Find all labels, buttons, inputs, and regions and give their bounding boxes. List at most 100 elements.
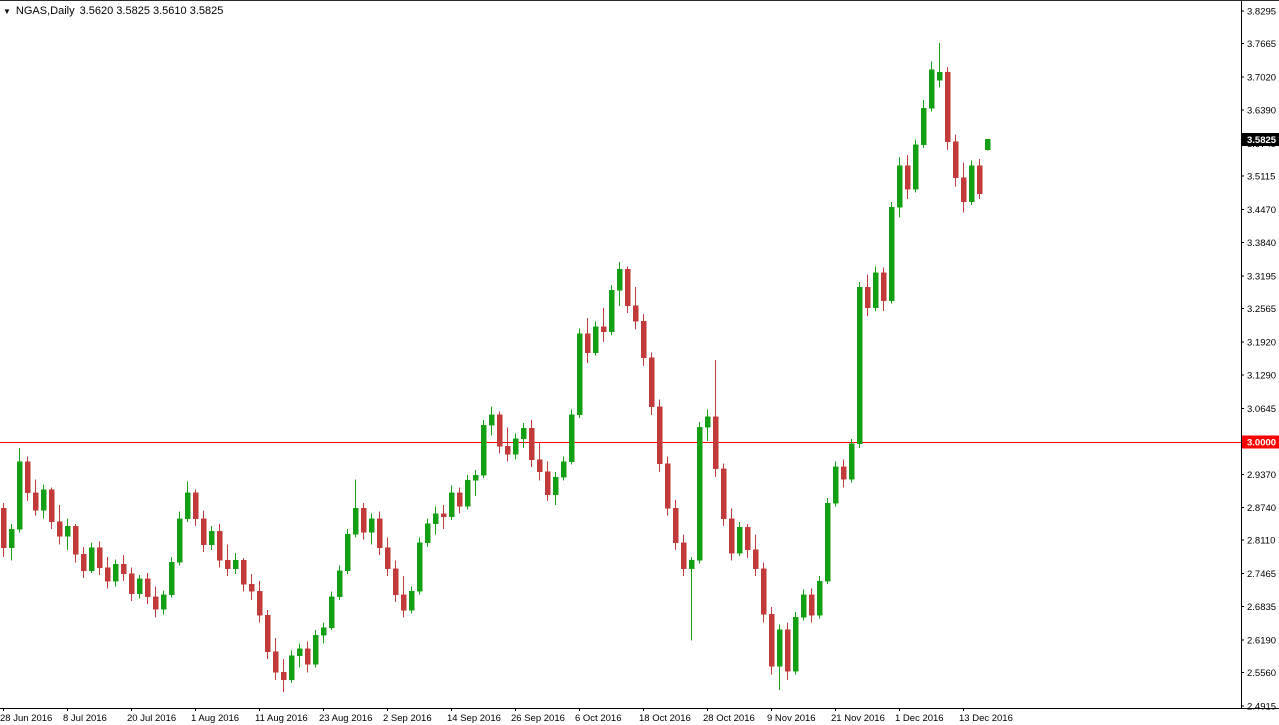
x-axis-label: 28 Oct 2016: [703, 713, 755, 724]
level-price-badge: 3.0000: [1242, 435, 1279, 449]
bear-candle: [720, 463, 727, 527]
x-axis-label: 1 Dec 2016: [895, 713, 944, 724]
bull-candle: [16, 448, 23, 533]
bear-candle: [72, 523, 79, 563]
bull-candle: [160, 590, 167, 615]
x-axis-label: 26 Sep 2016: [511, 713, 565, 724]
bear-candle: [960, 162, 967, 213]
bear-candle: [864, 274, 871, 317]
bull-candle: [312, 629, 319, 668]
svg-text:3.0000: 3.0000: [1247, 437, 1276, 448]
bear-candle: [584, 318, 591, 363]
bull-candle: [816, 575, 823, 619]
bull-candle: [184, 481, 191, 522]
bull-candle: [232, 553, 239, 574]
bull-candle: [848, 438, 855, 483]
y-axis-label: 2.8110: [1247, 536, 1275, 547]
bear-candle: [784, 622, 791, 680]
bull-candle: [520, 423, 527, 449]
bull-candle: [872, 266, 879, 311]
bull-candle: [416, 537, 423, 595]
x-axis-label: 13 Dec 2016: [959, 713, 1013, 724]
bull-candle: [896, 157, 903, 218]
bear-candle: [304, 641, 311, 673]
bear-candle: [672, 500, 679, 550]
bear-candle: [440, 505, 447, 530]
bear-candle: [192, 489, 199, 527]
bull-candle: [832, 461, 839, 507]
bull-candle: [8, 523, 15, 561]
x-axis-label: 18 Oct 2016: [639, 713, 691, 724]
bear-candle: [752, 534, 759, 576]
bull-candle: [920, 100, 927, 148]
bull-candle: [512, 433, 519, 460]
bear-candle: [880, 267, 887, 311]
bull-candle: [432, 506, 439, 535]
bull-candle: [296, 643, 303, 668]
bear-candle: [128, 567, 135, 601]
bear-candle: [264, 610, 271, 659]
bull-candle: [984, 139, 991, 151]
bull-candle: [592, 321, 599, 356]
bear-candle: [104, 557, 111, 589]
bull-candle: [800, 589, 807, 621]
bull-candle: [64, 518, 71, 550]
bull-candle: [696, 422, 703, 564]
bull-candle: [472, 469, 479, 496]
bull-candle: [704, 409, 711, 441]
x-axis-label: 20 Jul 2016: [127, 713, 176, 724]
y-axis-label: 3.5115: [1247, 172, 1275, 183]
bear-candle: [248, 573, 255, 600]
bear-candle: [760, 562, 767, 623]
y-axis-label: 2.6835: [1247, 602, 1276, 613]
x-axis-label: 28 Jun 2016: [0, 713, 52, 724]
svg-text:3.5825: 3.5825: [1247, 135, 1277, 146]
bear-candle: [152, 586, 159, 618]
bear-candle: [392, 560, 399, 602]
bear-candle: [32, 479, 39, 516]
bear-candle: [768, 607, 775, 675]
y-axis-label: 3.7020: [1247, 73, 1276, 84]
x-axis-label: 21 Nov 2016: [831, 713, 885, 724]
bull-candle: [608, 285, 615, 335]
bear-candle: [376, 511, 383, 556]
bear-candle: [272, 638, 279, 680]
bull-candle: [856, 281, 863, 449]
bear-candle: [504, 427, 511, 462]
bull-candle: [576, 328, 583, 418]
bear-candle: [904, 155, 911, 199]
bear-candle: [48, 487, 55, 530]
bull-candle: [448, 485, 455, 520]
bear-candle: [808, 588, 815, 623]
bear-candle: [944, 66, 951, 150]
x-axis-label: 6 Oct 2016: [575, 713, 621, 724]
chart-shift-icon[interactable]: ▼: [3, 6, 11, 16]
bull-candle: [824, 497, 831, 585]
bear-candle: [728, 508, 735, 561]
y-axis-label: 3.3195: [1247, 271, 1276, 282]
y-axis-label: 3.4470: [1247, 205, 1276, 216]
bear-candle: [640, 314, 647, 367]
bear-candle: [384, 537, 391, 576]
y-axis-label: 3.1290: [1247, 370, 1276, 381]
bull-candle: [928, 61, 935, 112]
bear-candle: [200, 510, 207, 552]
bull-candle: [568, 409, 575, 465]
bear-candle: [240, 558, 247, 592]
bull-candle: [464, 475, 471, 510]
bull-candle: [776, 624, 783, 691]
bear-candle: [656, 399, 663, 472]
x-axis-label: 11 Aug 2016: [255, 713, 308, 724]
y-axis-label: 2.9370: [1247, 470, 1276, 481]
ohlc-values: 3.5620 3.5825 3.5610 3.5825: [79, 5, 224, 17]
bull-candle: [616, 262, 623, 306]
bull-candle: [552, 471, 559, 506]
bull-candle: [288, 650, 295, 683]
bear-candle: [496, 411, 503, 454]
bull-candle: [424, 518, 431, 547]
bear-candle: [216, 523, 223, 568]
bull-candle: [368, 513, 375, 545]
y-axis-label: 3.2565: [1247, 304, 1276, 315]
